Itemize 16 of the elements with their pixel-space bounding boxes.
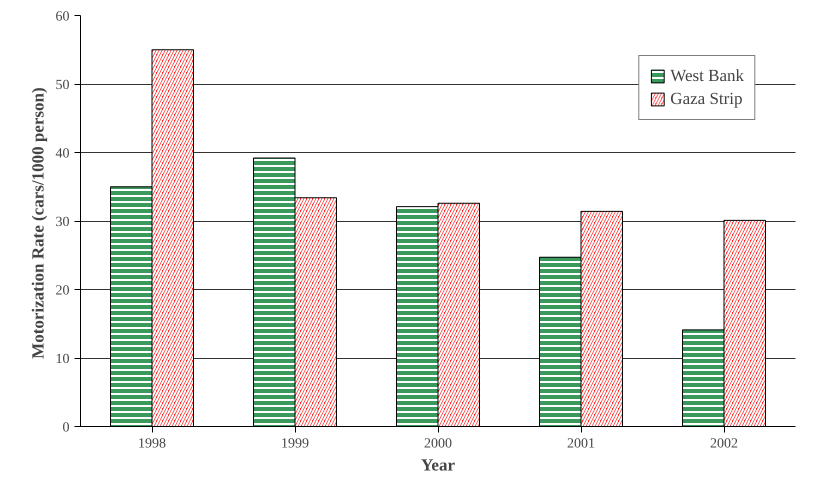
y-tick-label: 10 (56, 352, 70, 367)
legend-label: West Bank (670, 66, 744, 86)
y-tick-label: 50 (56, 78, 70, 93)
x-tick-label: 1999 (281, 436, 309, 452)
x-tick-label: 2001 (567, 436, 595, 452)
y-tick-label: 40 (56, 146, 70, 162)
y-tick-label: 60 (56, 10, 70, 24)
x-tick-label: 2000 (424, 436, 452, 452)
x-tick-label: 2002 (710, 436, 738, 452)
y-tick-label: 0 (62, 420, 70, 436)
legend-label: Gaza Strip (670, 89, 743, 109)
x-axis-title: Year (421, 456, 456, 474)
y-tick-label: 20 (56, 284, 70, 298)
y-tick-label: 30 (56, 215, 70, 230)
y-axis-title: Motorization Rate (cars/1000 person) (28, 87, 48, 359)
x-tick-label: 1998 (138, 436, 166, 452)
